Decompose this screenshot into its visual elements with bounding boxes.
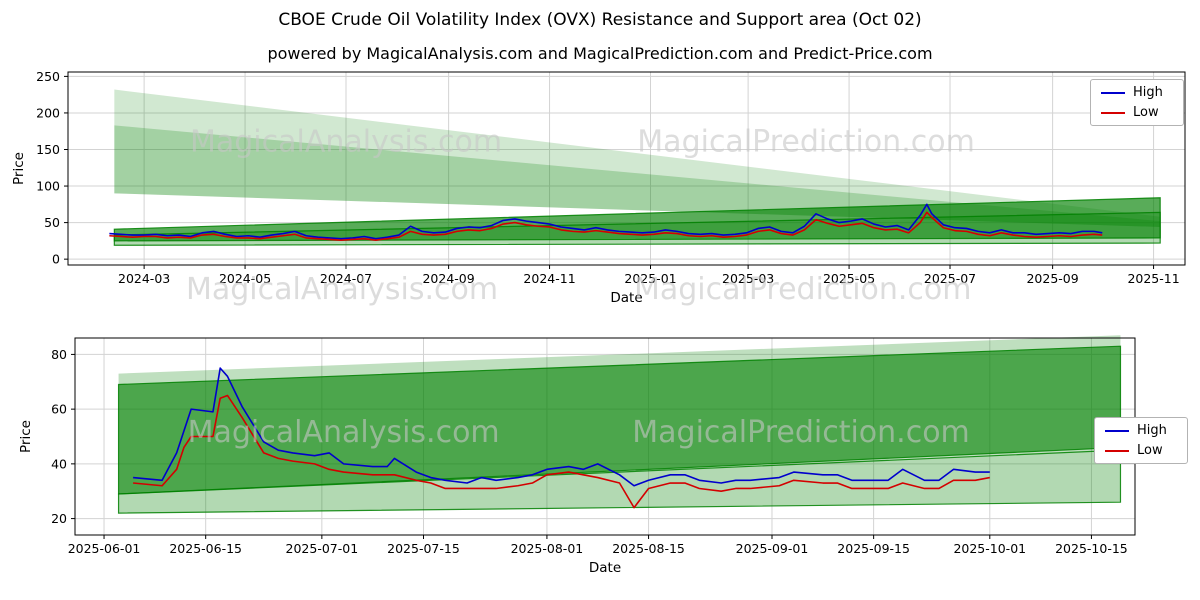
y-tick-label: 250 bbox=[36, 69, 60, 84]
top-chart-legend: High Low bbox=[1090, 79, 1184, 126]
x-tick-label: 2024-03 bbox=[118, 271, 170, 286]
x-tick-label: 2025-11 bbox=[1127, 271, 1179, 286]
x-tick-label: 2025-06-15 bbox=[169, 541, 242, 556]
legend-low-label: Low bbox=[1137, 443, 1163, 458]
chart-title: CBOE Crude Oil Volatility Index (OVX) Re… bbox=[278, 10, 922, 30]
high-line-swatch bbox=[1101, 91, 1125, 94]
legend-item-low: Low bbox=[1105, 443, 1177, 458]
y-tick-label: 80 bbox=[51, 347, 67, 362]
support-resistance-band bbox=[113, 211, 1161, 246]
y-tick-label: 200 bbox=[36, 105, 60, 120]
y-tick-label: 150 bbox=[36, 142, 60, 157]
x-tick-label: 2025-01 bbox=[624, 271, 676, 286]
low-series-line bbox=[133, 394, 990, 509]
y-tick-label: 0 bbox=[52, 252, 60, 267]
x-tick-label: 2024-07 bbox=[320, 271, 372, 286]
axes-frame bbox=[67, 71, 1186, 266]
x-tick-label: 2025-10-15 bbox=[1055, 541, 1128, 556]
legend-high-label: High bbox=[1133, 85, 1163, 100]
x-tick-label: 2025-10-01 bbox=[953, 541, 1026, 556]
high-line-swatch bbox=[1105, 429, 1129, 432]
legend-high-label: High bbox=[1137, 423, 1167, 438]
x-tick-label: 2024-11 bbox=[523, 271, 575, 286]
x-tick-label: 2025-07 bbox=[924, 271, 976, 286]
x-tick-label: 2025-09-15 bbox=[837, 541, 910, 556]
y-tick-label: 50 bbox=[44, 215, 60, 230]
x-axis-label: Date bbox=[610, 290, 642, 306]
bottom-chart-legend: High Low bbox=[1094, 417, 1188, 464]
x-tick-label: 2024-05 bbox=[219, 271, 271, 286]
support-resistance-band bbox=[114, 89, 1161, 227]
chart-subtitle: powered by MagicalAnalysis.com and Magic… bbox=[267, 44, 933, 63]
x-tick-label: 2025-07-01 bbox=[286, 541, 359, 556]
low-line-swatch bbox=[1105, 449, 1129, 452]
y-axis-label: Price bbox=[18, 420, 34, 453]
high-series-line bbox=[109, 203, 1103, 240]
x-axis-label: Date bbox=[589, 560, 621, 576]
x-tick-label: 2025-05 bbox=[823, 271, 875, 286]
x-tick-label: 2025-09 bbox=[1026, 271, 1078, 286]
legend-item-high: High bbox=[1105, 423, 1177, 438]
watermark-prediction: MagicalPrediction.com bbox=[637, 125, 975, 160]
y-axis-label: Price bbox=[11, 152, 27, 185]
y-tick-label: 20 bbox=[51, 511, 67, 526]
x-tick-label: 2025-06-01 bbox=[68, 541, 141, 556]
x-tick-label: 2025-07-15 bbox=[387, 541, 460, 556]
y-tick-label: 60 bbox=[51, 402, 67, 417]
legend-item-low: Low bbox=[1101, 105, 1173, 120]
y-tick-label: 40 bbox=[51, 456, 67, 471]
watermark-prediction: MagicalPrediction.com bbox=[632, 415, 970, 450]
low-series-line bbox=[109, 211, 1103, 241]
watermark-analysis: MagicalAnalysis.com bbox=[190, 125, 502, 160]
support-resistance-band bbox=[117, 449, 1122, 514]
watermark-analysis: MagicalAnalysis.com bbox=[188, 415, 500, 450]
legend-item-high: High bbox=[1101, 85, 1173, 100]
x-tick-label: 2024-09 bbox=[422, 271, 474, 286]
x-tick-label: 2025-09-01 bbox=[736, 541, 809, 556]
x-tick-label: 2025-08-01 bbox=[511, 541, 584, 556]
x-tick-label: 2025-03 bbox=[722, 271, 774, 286]
y-tick-label: 100 bbox=[36, 179, 60, 194]
low-line-swatch bbox=[1101, 111, 1125, 114]
support-resistance-band bbox=[114, 125, 1161, 227]
legend-low-label: Low bbox=[1133, 105, 1159, 120]
x-tick-label: 2025-08-15 bbox=[612, 541, 685, 556]
high-series-line bbox=[133, 367, 990, 487]
